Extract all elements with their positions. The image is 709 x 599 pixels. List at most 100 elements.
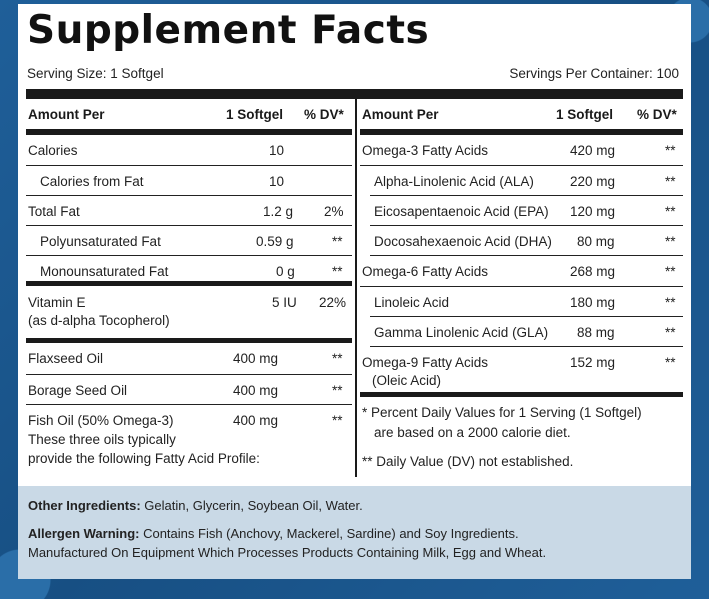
servings-per-container: Servings Per Container: 100 [509, 66, 679, 81]
header-serving: 1 Softgel [556, 107, 614, 122]
nutrient-label-detail: (as d-alpha Tocopherol) [28, 313, 170, 328]
fatty-acid-label: Eicosapentaenoic Acid (EPA) [374, 204, 549, 219]
fatty-acid-row-gla: Gamma Linolenic Acid (GLA) 88 mg ** [370, 317, 683, 347]
footnotes: * Percent Daily Values for 1 Serving (1 … [360, 397, 683, 477]
header-divider [360, 129, 683, 135]
nutrient-dv: 2% [324, 204, 344, 219]
nutrient-row-polyunsaturated-fat: Polyunsaturated Fat 0.59 g ** [26, 226, 352, 256]
right-column: Amount Per 1 Softgel % DV* Omega-3 Fatty… [360, 99, 683, 477]
nutrient-label: Vitamin E [28, 295, 86, 310]
nutrient-dv: ** [332, 264, 343, 279]
supplement-facts-panel: Supplement Facts Serving Size: 1 Softgel… [18, 4, 691, 486]
fatty-acid-dv: ** [665, 143, 676, 158]
ingredient-dv: ** [332, 413, 343, 428]
fatty-acid-amount: 88 mg [577, 325, 615, 340]
ingredients-footer: Other Ingredients: Gelatin, Glycerin, So… [18, 486, 691, 579]
fatty-acid-row-epa: Eicosapentaenoic Acid (EPA) 120 mg ** [370, 196, 683, 226]
other-ingredients: Other Ingredients: Gelatin, Glycerin, So… [28, 496, 363, 515]
fatty-acid-amount: 268 mg [570, 264, 616, 279]
ingredient-amount: 400 mg [233, 351, 279, 366]
ingredient-dv: ** [332, 351, 343, 366]
fatty-acid-label: Omega-3 Fatty Acids [362, 143, 489, 158]
nutrient-row-vitamin-e: Vitamin E (as d-alpha Tocopherol) 5 IU 2… [26, 286, 352, 343]
fatty-acid-row-dha: Docosahexaenoic Acid (DHA) 80 mg ** [370, 226, 683, 256]
fatty-acid-dv: ** [665, 234, 676, 249]
nutrient-label: Calories from Fat [40, 174, 144, 189]
nutrient-amount: 5 IU [272, 295, 297, 310]
header-amount-per: Amount Per [28, 107, 105, 122]
allergen-warning-label: Allergen Warning: [28, 526, 140, 541]
fatty-acid-dv: ** [665, 295, 676, 310]
nutrient-row-calories: Calories 10 [26, 135, 352, 166]
fatty-acid-label: Docosahexaenoic Acid (DHA) [374, 234, 552, 249]
fatty-acid-row-ala: Alpha-Linolenic Acid (ALA) 220 mg ** [370, 166, 683, 196]
fatty-acid-row-omega-6: Omega-6 Fatty Acids 268 mg ** [360, 256, 683, 287]
fatty-acid-label: Linoleic Acid [374, 295, 450, 310]
header-amount-per: Amount Per [362, 107, 439, 122]
allergen-warning: Allergen Warning: Contains Fish (Anchovy… [28, 524, 519, 543]
fatty-acid-dv: ** [665, 174, 676, 189]
ingredient-label-detail: These three oils typically [28, 432, 176, 447]
nutrient-dv: ** [332, 234, 343, 249]
nutrient-row-total-fat: Total Fat 1.2 g 2% [26, 196, 352, 226]
nutrient-amount: 0.59 g [256, 234, 294, 249]
other-ingredients-label: Other Ingredients: [28, 498, 141, 513]
nutrient-row-monounsaturated-fat: Monounsaturated Fat 0 g ** [26, 256, 352, 286]
percent-dv-note-line1: * Percent Daily Values for 1 Serving (1 … [362, 405, 642, 420]
ingredient-row-flaxseed-oil: Flaxseed Oil 400 mg ** [26, 343, 352, 375]
column-divider [355, 99, 357, 477]
nutrient-label: Monounsaturated Fat [40, 264, 169, 279]
header-divider [26, 129, 352, 135]
fatty-acid-dv: ** [665, 325, 676, 340]
nutrient-amount: 1.2 g [263, 204, 294, 219]
right-header: Amount Per 1 Softgel % DV* [360, 99, 683, 129]
other-ingredients-text: Gelatin, Glycerin, Soybean Oil, Water. [140, 498, 363, 513]
nutrient-amount: 10 [269, 174, 285, 189]
fatty-acid-dv: ** [665, 355, 676, 370]
fatty-acid-row-linoleic: Linoleic Acid 180 mg ** [370, 287, 683, 317]
nutrient-row-calories-from-fat: Calories from Fat 10 [26, 166, 352, 196]
fatty-acid-row-omega-3: Omega-3 Fatty Acids 420 mg ** [360, 135, 683, 166]
fatty-acid-amount: 180 mg [570, 295, 616, 310]
left-column: Amount Per 1 Softgel % DV* Calories 10 C… [26, 99, 352, 473]
panel-title: Supplement Facts [27, 8, 430, 53]
ingredient-amount: 400 mg [233, 413, 279, 428]
fatty-acid-row-omega-9: Omega-9 Fatty Acids (Oleic Acid) 152 mg … [360, 347, 683, 397]
fatty-acid-amount: 80 mg [577, 234, 615, 249]
left-header: Amount Per 1 Softgel % DV* [26, 99, 352, 129]
fatty-acid-label: Gamma Linolenic Acid (GLA) [374, 325, 549, 340]
fatty-acid-label: Alpha-Linolenic Acid (ALA) [374, 174, 534, 189]
ingredient-row-fish-oil: Fish Oil (50% Omega-3) These three oils … [26, 405, 352, 473]
header-dv: % DV* [637, 107, 677, 122]
fatty-acid-amount: 120 mg [570, 204, 616, 219]
percent-dv-note-line2: are based on a 2000 calorie diet. [374, 425, 571, 440]
fatty-acid-dv: ** [665, 264, 676, 279]
fatty-acid-amount: 220 mg [570, 174, 616, 189]
nutrient-label: Calories [28, 143, 78, 158]
fatty-acid-label-detail: (Oleic Acid) [372, 373, 442, 388]
fatty-acid-label: Omega-9 Fatty Acids [362, 355, 489, 370]
nutrient-label: Polyunsaturated Fat [40, 234, 161, 249]
ingredient-label: Borage Seed Oil [28, 383, 128, 398]
serving-size: Serving Size: 1 Softgel [27, 66, 164, 81]
ingredient-amount: 400 mg [233, 383, 279, 398]
ingredient-label: Flaxseed Oil [28, 351, 104, 366]
fatty-acid-amount: 152 mg [570, 355, 616, 370]
allergen-warning-text: Contains Fish (Anchovy, Mackerel, Sardin… [139, 526, 519, 541]
ingredient-dv: ** [332, 383, 343, 398]
ingredient-label-detail: provide the following Fatty Acid Profile… [28, 451, 260, 466]
fatty-acid-dv: ** [665, 204, 676, 219]
nutrient-dv: 22% [319, 295, 347, 310]
top-thick-divider [26, 89, 683, 99]
ingredient-row-borage-seed-oil: Borage Seed Oil 400 mg ** [26, 375, 352, 405]
header-dv: % DV* [304, 107, 344, 122]
header-serving: 1 Softgel [226, 107, 284, 122]
nutrient-label: Total Fat [28, 204, 80, 219]
nutrient-amount: 0 g [276, 264, 295, 279]
fatty-acid-amount: 420 mg [570, 143, 616, 158]
fatty-acid-label: Omega-6 Fatty Acids [362, 264, 489, 279]
dv-not-established-note: ** Daily Value (DV) not established. [362, 454, 574, 469]
ingredient-label: Fish Oil (50% Omega-3) [28, 413, 174, 428]
nutrient-amount: 10 [269, 143, 285, 158]
manufacturing-note: Manufactured On Equipment Which Processe… [28, 545, 547, 560]
